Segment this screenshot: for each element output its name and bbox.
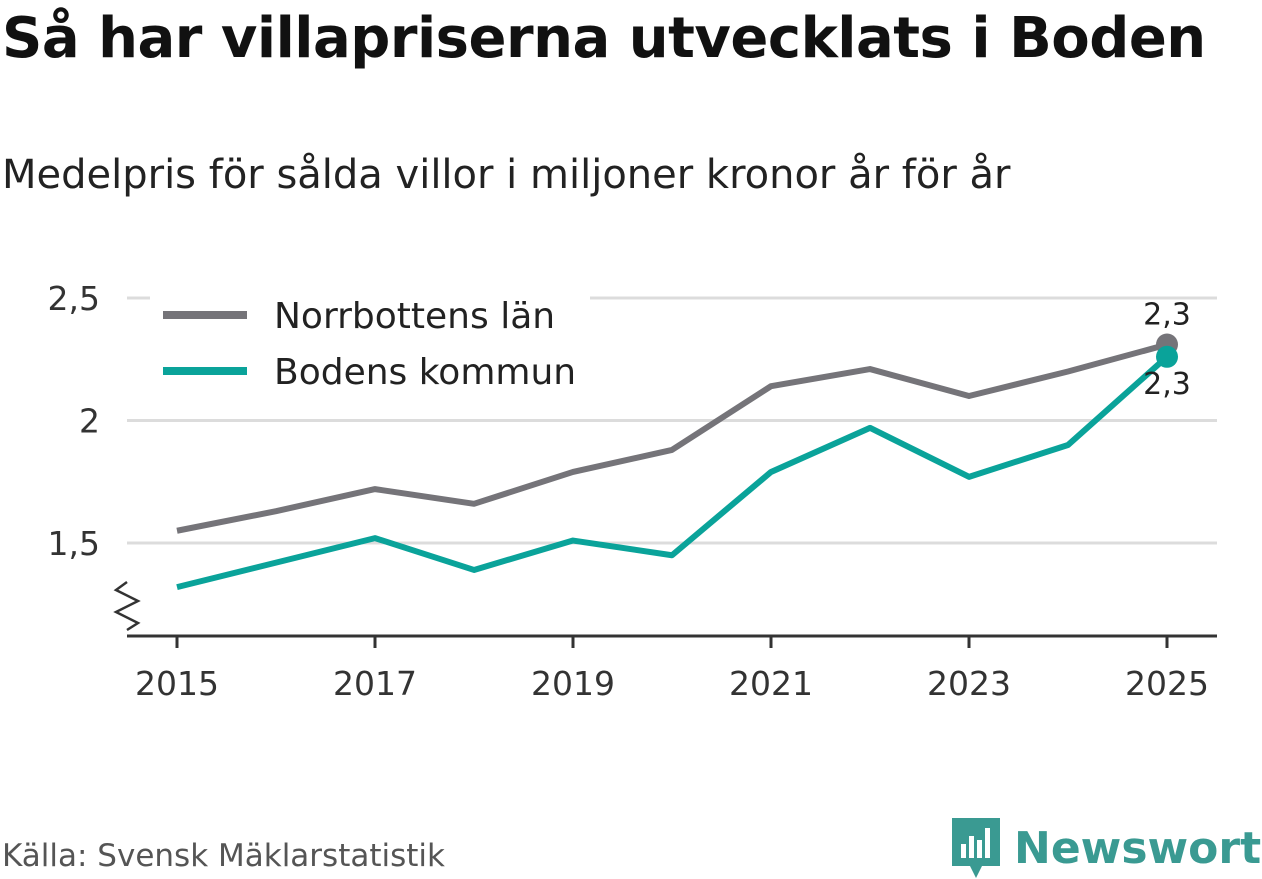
series-line-0 (176, 341, 1168, 534)
x-tick-label: 2017 (333, 664, 417, 703)
legend-label: Norrbottens län (274, 296, 555, 337)
chart-title: Så har villapriserna utvecklats i Boden (2, 6, 1206, 71)
axis-break-icon (113, 580, 141, 632)
chart-subtitle: Medelpris för sålda villor i miljoner kr… (2, 152, 1011, 198)
legend-background (150, 292, 590, 396)
source-note: Källa: Svensk Mäklarstatistik (2, 838, 445, 874)
legend: Norrbottens län Bodens kommun (150, 292, 590, 396)
y-tick-label: 1,5 (48, 524, 100, 563)
y-axis: 2,5 2 1,5 (48, 279, 141, 632)
y-tick-label: 2 (79, 402, 100, 441)
newsworthy-logo-icon (952, 818, 1000, 878)
x-tick-label: 2023 (927, 664, 1011, 703)
x-tick-label: 2015 (135, 664, 219, 703)
brand-name: Newsworthy (1014, 822, 1262, 874)
end-value-label: 2,3 (1143, 298, 1191, 333)
x-axis: 2015 2017 2019 2021 2023 2025 (127, 634, 1217, 703)
x-tick-label: 2021 (729, 664, 813, 703)
end-labels: 2,3 2,3 (1143, 298, 1191, 402)
x-tick-label: 2019 (531, 664, 615, 703)
series-line-1 (176, 354, 1169, 591)
x-tick-label: 2025 (1125, 664, 1209, 703)
brand-logo: Newsworthy (952, 818, 1262, 878)
legend-label: Bodens kommun (274, 352, 576, 393)
end-value-label: 2,3 (1143, 367, 1191, 402)
series-end-dot-1 (1156, 345, 1178, 368)
series-lines (176, 333, 1178, 591)
y-tick-label: 2,5 (48, 279, 100, 318)
